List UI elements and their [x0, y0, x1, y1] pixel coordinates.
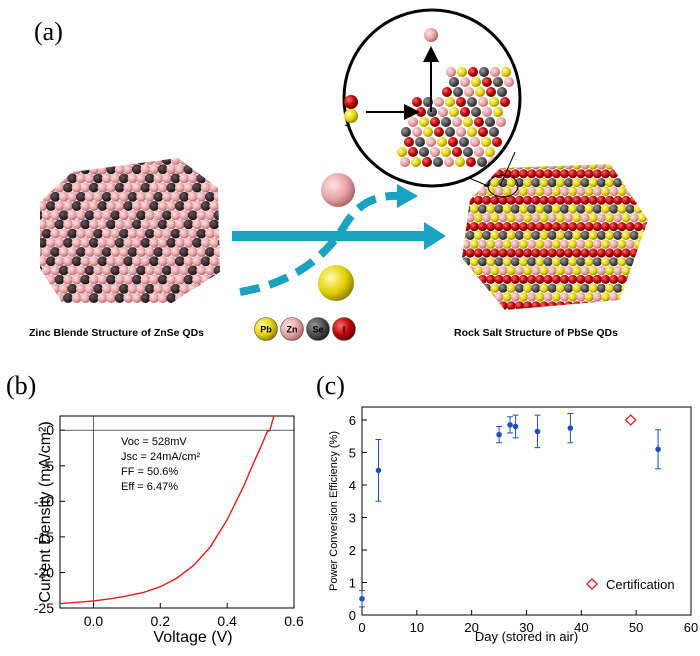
data-point	[496, 431, 502, 438]
pb-atom-small	[344, 109, 358, 123]
x-tick-label: 20	[464, 620, 478, 635]
panel-b-jv-curve: (b) 0 -5 -10 -15 -20 -25 0.0 0.2 0.4 0.6 Voltage (…	[6, 371, 304, 646]
legend-label: Certification	[606, 577, 675, 592]
y-tick-label: 0	[46, 422, 54, 438]
y-tick-label: -25	[34, 600, 54, 616]
x-tick-label: 50	[629, 620, 643, 635]
annotation-line: Eff = 6.47%	[121, 481, 178, 493]
atom-legend-se	[306, 317, 330, 341]
y-axis-label: Power Conversion Efficiency (%)	[328, 431, 340, 591]
panel-a: (a) Zinc Blende Structure of ZnSe QDs Ro…	[29, 8, 648, 341]
data-point	[507, 422, 513, 428]
data-point	[375, 467, 382, 474]
certification-point	[624, 414, 637, 426]
x-tick-label: 0.0	[84, 613, 104, 629]
data-point	[512, 423, 519, 430]
panel-c-label: (c)	[316, 371, 345, 400]
y-tick-label: 3	[349, 511, 356, 526]
y-tick-label: 1	[349, 576, 356, 591]
atom-legend-label: Se	[312, 325, 323, 335]
annotation-line: Voc = 528mV	[121, 436, 187, 448]
pbse-quantum-dot	[462, 164, 648, 310]
atom-legend-label: Zn	[287, 325, 298, 335]
exchange-dashed-arrow	[239, 184, 418, 296]
atom-legend: Pb Zn Se I	[254, 317, 356, 341]
data-point	[655, 446, 661, 453]
data-point	[567, 425, 574, 431]
y-axis-label: Current Density (mA/cm²)	[37, 421, 54, 602]
atom-legend-label: I	[343, 325, 346, 335]
data-point	[534, 428, 541, 435]
right-caption: Rock Salt Structure of PbSe QDs	[454, 327, 618, 339]
x-tick-label: 10	[410, 620, 424, 635]
x-tick-label: 0.6	[284, 613, 304, 629]
y-tick-label: -10	[34, 493, 54, 509]
data-point	[359, 595, 365, 602]
legend-marker	[586, 578, 598, 590]
x-tick-label: 40	[574, 620, 588, 635]
x-tick-label: 0	[358, 620, 365, 635]
x-axis-label: Voltage (V)	[153, 629, 232, 646]
jv-curve	[59, 415, 275, 605]
conversion-arrow	[232, 222, 446, 250]
y-tick-label: 4	[349, 478, 356, 493]
zn-atom-small	[424, 28, 438, 42]
atom-legend-zn	[280, 317, 304, 341]
legend: Certification	[586, 577, 675, 592]
x-axis-label: Day (stored in air)	[475, 629, 578, 644]
panel-b-label: (b)	[6, 371, 36, 400]
zoom-line-right	[499, 151, 516, 187]
y-tick-label: 0	[349, 608, 356, 623]
zoom-region	[487, 174, 519, 198]
x-tick-label: 60	[684, 620, 698, 635]
zn-atom-large	[321, 173, 355, 207]
y-tick-label: -5	[42, 458, 55, 474]
x-tick-label: 0.2	[151, 613, 171, 629]
y-tick-label: 5	[349, 446, 356, 461]
panel-a-label: (a)	[34, 17, 63, 46]
annotation-line: Jsc = 24mA/cm²	[121, 451, 200, 463]
pb-atom-large	[318, 265, 354, 301]
atom-legend-pb	[254, 317, 278, 341]
y-tick-label: 6	[349, 413, 356, 428]
znse-quantum-dot	[40, 158, 220, 303]
jv-annotations: Voc = 528mV Jsc = 24mA/cm² FF = 50.6% Eff =…	[121, 436, 200, 493]
left-caption: Zinc Blende Structure of ZnSe QDs	[29, 327, 204, 339]
y-tick-label: -20	[34, 564, 54, 580]
atom-legend-label: Pb	[260, 325, 272, 335]
y-tick-label: -15	[34, 529, 54, 545]
plot-frame	[59, 415, 295, 609]
atom-legend-i	[332, 317, 356, 341]
x-tick-label: 30	[519, 620, 533, 635]
i-atom-small	[344, 95, 358, 109]
annotation-line: FF = 50.6%	[121, 466, 178, 478]
x-tick-label: 0.4	[217, 613, 237, 629]
zoom-inset	[342, 8, 522, 188]
y-tick-label: 2	[349, 543, 356, 558]
